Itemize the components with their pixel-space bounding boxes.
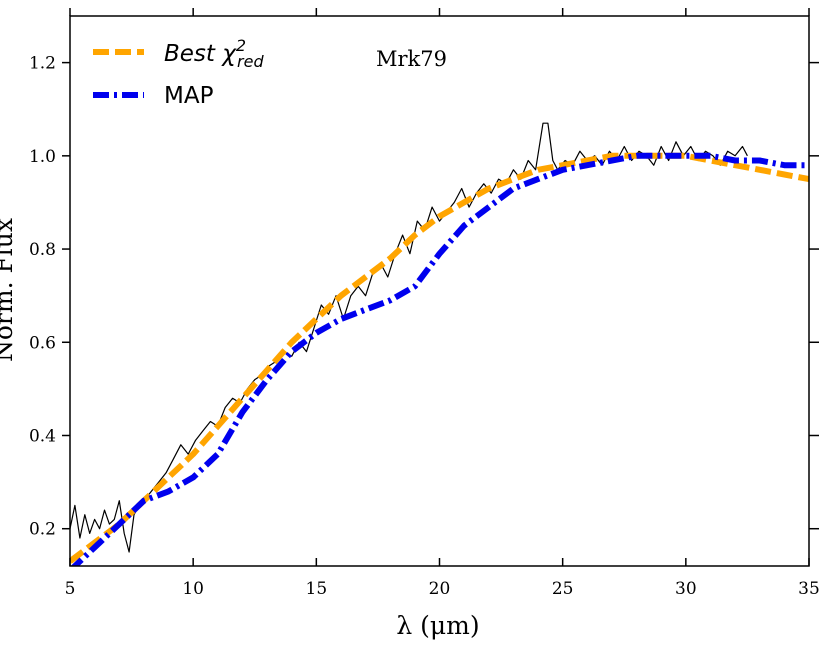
y-tick-label: 0.6	[29, 333, 56, 353]
y-tick-label: 0.8	[29, 240, 56, 260]
x-tick-label: 10	[182, 579, 204, 599]
x-tick-label: 5	[65, 579, 76, 599]
x-axis-label: λ (μm)	[396, 611, 479, 640]
x-tick-label: 35	[798, 579, 820, 599]
plot-marks	[70, 122, 809, 566]
legend-best-sup: 2	[236, 36, 246, 55]
y-tick-label: 0.2	[29, 520, 56, 540]
legend-map-label: MAP	[164, 83, 214, 109]
x-tick-label: 15	[306, 579, 328, 599]
legend-best-text: Best χ	[164, 41, 237, 67]
series-line-observed	[70, 122, 748, 553]
annotation-label: Mrk79	[376, 47, 447, 71]
x-tick-label: 20	[429, 579, 451, 599]
x-tick-label: 30	[675, 579, 697, 599]
y-tick-label: 1.0	[29, 147, 56, 167]
series-line-best	[70, 152, 809, 564]
axes: 5 10 15 20 25 30 35 0.2 0.4 0.6 0.8 1.0 1.2	[29, 8, 820, 599]
y-axis-label: Norm. Flux	[0, 218, 18, 362]
legend-best-sub: red	[237, 52, 264, 71]
x-tick-label: 25	[552, 579, 574, 599]
y-tick-label: 1.2	[29, 54, 56, 74]
legend-best-label: Best χ2 red	[164, 36, 264, 71]
series-line-map	[70, 152, 809, 566]
y-tick-label: 0.4	[29, 426, 56, 446]
legend: Best χ2 red MAP	[93, 36, 264, 109]
